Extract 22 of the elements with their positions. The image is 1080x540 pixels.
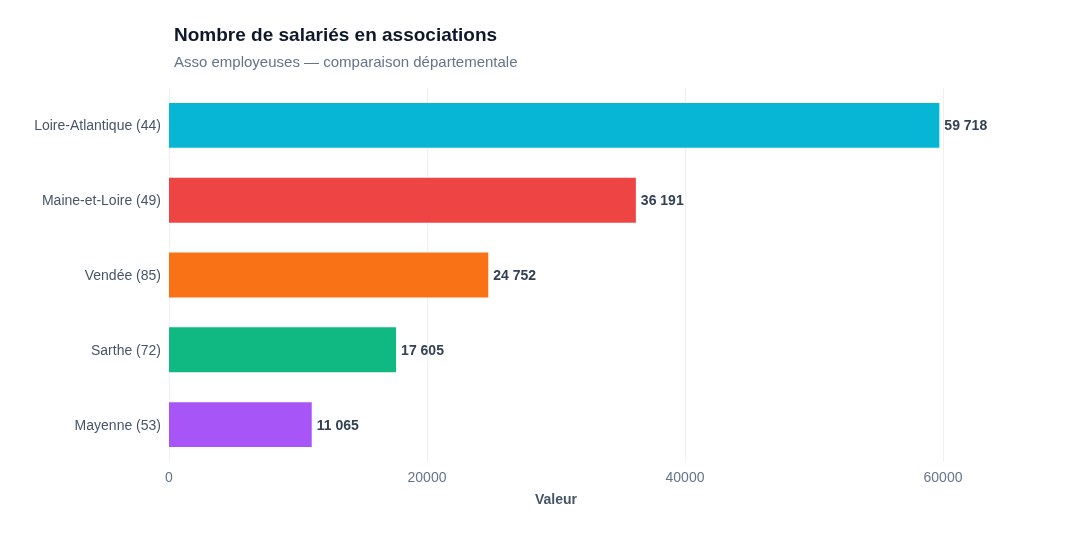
x-axis-title: Valeur — [534, 491, 578, 507]
y-tick-label: Vendée (85) — [84, 267, 161, 283]
data-label: 24 752 — [493, 267, 537, 283]
data-label: 59 718 — [944, 117, 988, 134]
y-tick-label: Loire-Atlantique (44) — [34, 117, 161, 134]
x-tick-label: 20000 — [407, 469, 447, 485]
y-tick-label: Mayenne (53) — [74, 416, 161, 433]
bar — [169, 177, 636, 223]
x-tick-label: 40000 — [665, 469, 705, 485]
chart-subtitle: Asso employeuses — comparaison départementale — [174, 53, 518, 70]
data-label: 17 605 — [401, 341, 445, 358]
data-label: 11 065 — [316, 416, 359, 433]
bar — [169, 327, 397, 373]
bar — [169, 252, 489, 298]
bar — [169, 102, 940, 148]
y-tick-label: Maine-et-Loire (49) — [41, 192, 161, 209]
x-tick-label: 0 — [165, 469, 174, 485]
data-label: 36 191 — [640, 192, 684, 209]
y-tick-label: Sarthe (72) — [90, 341, 161, 358]
bar — [169, 402, 312, 448]
chart-title: Nombre de salariés en associations — [174, 24, 498, 45]
x-tick-label: 60000 — [923, 469, 963, 485]
